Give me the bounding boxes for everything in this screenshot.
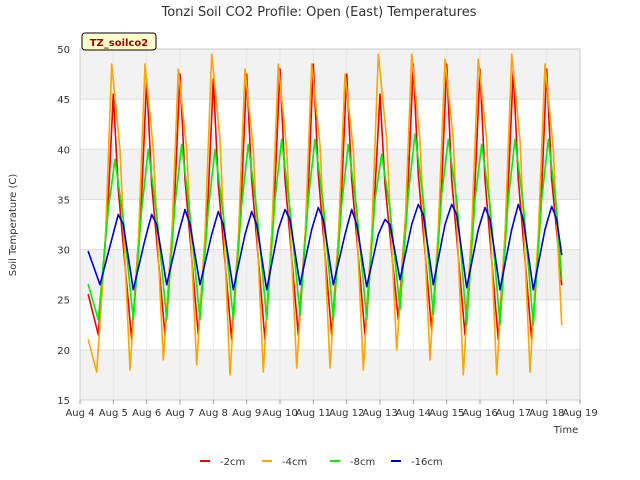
plot-frame [79,48,581,401]
legend-label: -4cm [282,457,307,468]
x-tick-label: Aug 17 [496,408,531,419]
y-tick-label: 45 [57,95,70,106]
y-tick-label: 30 [57,246,70,257]
x-tick-label: Aug 19 [562,408,597,419]
site-badge-box [81,32,157,51]
x-axis-ticks: Aug 4 Aug 5 Aug 6 Aug 7 Aug 8 Aug 9 Aug 10Aug … [65,400,598,419]
x-tick-label: Aug 5 [99,408,128,419]
x-tick-label: Aug 6 [132,408,161,419]
background-band [80,49,580,100]
y-tick-label: 25 [57,296,70,307]
legend: -2cm -4cm -8cm -16cm [200,457,443,468]
y-axis-label: Soil Temperature (C) [8,174,19,277]
x-tick-label: Aug 13 [362,408,397,419]
x-tick-label: Aug 14 [396,408,431,419]
x-tick-label: Aug 12 [329,408,364,419]
x-tick-label: Aug 16 [462,408,497,419]
legend-label: -2cm [220,457,245,468]
site-badge-label: TZ_soilco2 [90,38,149,49]
x-tick-label: Aug 18 [529,408,564,419]
y-axis-ticks: 15 20 25 30 35 40 45 50 [57,45,70,407]
x-tick-label: Aug 4 [65,408,94,419]
background-band [80,149,580,200]
legend-label: -8cm [350,457,375,468]
x-tick-label: Aug 7 [165,408,194,419]
chart-title: Tonzi Soil CO2 Profile: Open (East) Temp… [160,5,476,20]
series-lines [87,53,563,376]
x-tick-label: Aug 15 [429,408,464,419]
y-tick-label: 15 [57,396,70,407]
series-line-neg16cm [87,203,563,291]
y-tick-label: 50 [57,45,70,56]
x-axis-label: Time [553,425,578,436]
y-tick-label: 40 [57,145,70,156]
legend-label: -16cm [411,457,443,468]
y-tick-label: 35 [57,195,70,206]
x-tick-label: Aug 9 [232,408,261,419]
site-badge: TZ_soilco2 [81,32,157,51]
x-tick-label: Aug 10 [262,408,297,419]
y-tick-label: 20 [57,346,70,357]
series-line-neg8cm [87,133,563,326]
x-tick-label: Aug 8 [199,408,228,419]
x-tick-label: Aug 11 [296,408,331,419]
